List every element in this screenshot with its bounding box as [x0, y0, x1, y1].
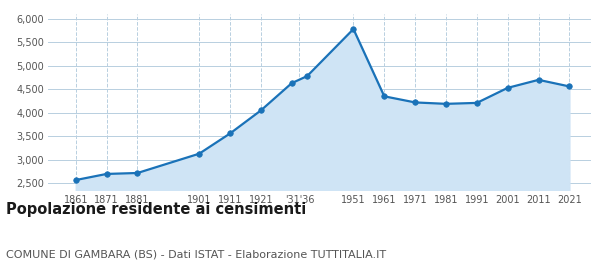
Text: Popolazione residente ai censimenti: Popolazione residente ai censimenti — [6, 202, 306, 217]
Text: COMUNE DI GAMBARA (BS) - Dati ISTAT - Elaborazione TUTTITALIA.IT: COMUNE DI GAMBARA (BS) - Dati ISTAT - El… — [6, 249, 386, 259]
